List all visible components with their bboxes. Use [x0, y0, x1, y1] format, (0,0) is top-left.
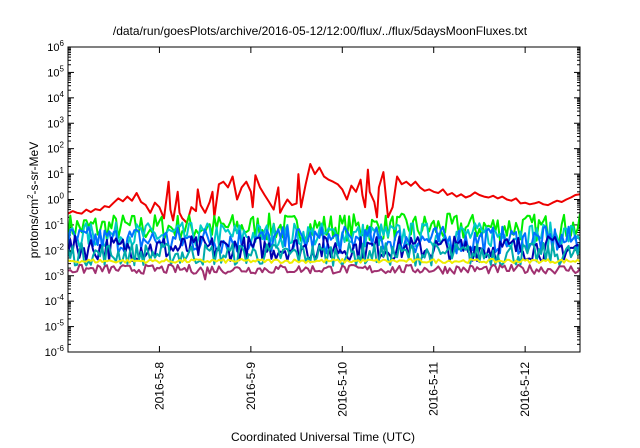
y-tick-exp: -1 — [57, 217, 65, 226]
y-tick-base: 10 — [47, 42, 59, 54]
y-tick-exp: 5 — [60, 64, 65, 73]
y-tick-base: 10 — [45, 322, 57, 334]
series-line — [68, 258, 580, 264]
x-tick-label: 2016-5-11 — [427, 362, 441, 416]
y-tick-label: 103 — [47, 115, 64, 130]
svg-text:protons/cm2-s-sr-MeV: protons/cm2-s-sr-MeV — [26, 142, 41, 258]
x-axis-ticks: 2016-5-8 2016-5-9 2016-5-10 2016-5-11 2016-5… — [152, 47, 532, 417]
y-tick-label: 104 — [47, 90, 64, 105]
y-tick-base: 10 — [47, 118, 59, 130]
series-line — [68, 163, 580, 224]
y-axis-label-prefix: protons/cm — [27, 199, 41, 258]
x-tick-label: 2016-5-8 — [152, 362, 166, 410]
y-axis-label: protons/cm2-s-sr-MeV — [26, 142, 41, 258]
chart-title: /data/run/goesPlots/archive/2016-05-12/1… — [113, 24, 528, 38]
y-tick-base: 10 — [45, 296, 57, 308]
y-tick-base: 10 — [47, 195, 59, 207]
series-line — [68, 225, 580, 255]
y-tick-label: 100 — [47, 192, 64, 207]
series-lines — [68, 163, 580, 281]
x-tick-label: 2016-5-10 — [335, 362, 349, 417]
x-tick-label: 2016-5-9 — [244, 362, 258, 410]
series-line — [68, 212, 580, 243]
series-line — [68, 221, 580, 249]
y-tick-exp: 6 — [60, 39, 65, 48]
y-tick-label: 10-6 — [45, 344, 65, 359]
series-line — [68, 263, 580, 281]
plot-frame — [67, 46, 581, 353]
y-tick-exp: -2 — [57, 242, 65, 251]
y-tick-base: 10 — [45, 245, 57, 257]
y-tick-exp: -3 — [57, 268, 65, 277]
y-tick-exp: 0 — [60, 192, 65, 201]
y-tick-label: 10-2 — [45, 242, 65, 257]
y-tick-base: 10 — [45, 220, 57, 232]
y-tick-label: 102 — [47, 141, 64, 156]
y-tick-exp: 4 — [60, 90, 65, 99]
y-tick-label: 101 — [47, 166, 64, 181]
y-tick-exp: 1 — [60, 166, 65, 175]
y-tick-label: 10-4 — [45, 293, 65, 308]
y-tick-label: 106 — [47, 39, 64, 54]
x-axis-label: Coordinated Universal Time (UTC) — [231, 430, 415, 444]
y-tick-base: 10 — [47, 67, 59, 79]
y-tick-exp: 3 — [60, 115, 65, 124]
y-axis-label-sup: 2 — [26, 194, 35, 199]
y-tick-label: 10-5 — [45, 319, 65, 334]
y-tick-exp: -5 — [57, 319, 65, 328]
y-tick-label: 10-1 — [45, 217, 65, 232]
y-axis-label-suffix: -s-sr-MeV — [27, 142, 41, 195]
x-tick-label: 2016-5-12 — [518, 362, 532, 417]
y-tick-base: 10 — [47, 169, 59, 181]
y-tick-exp: -4 — [57, 293, 65, 302]
y-tick-exp: -6 — [57, 344, 65, 353]
y-tick-base: 10 — [45, 271, 57, 283]
y-axis-ticks: 10-610-510-410-310-210-11001011021031041… — [45, 39, 580, 359]
y-tick-base: 10 — [47, 144, 59, 156]
y-tick-label: 105 — [47, 64, 64, 79]
y-tick-exp: 2 — [60, 141, 65, 150]
y-tick-label: 10-3 — [45, 268, 65, 283]
y-tick-base: 10 — [47, 93, 59, 105]
y-tick-base: 10 — [45, 347, 57, 359]
